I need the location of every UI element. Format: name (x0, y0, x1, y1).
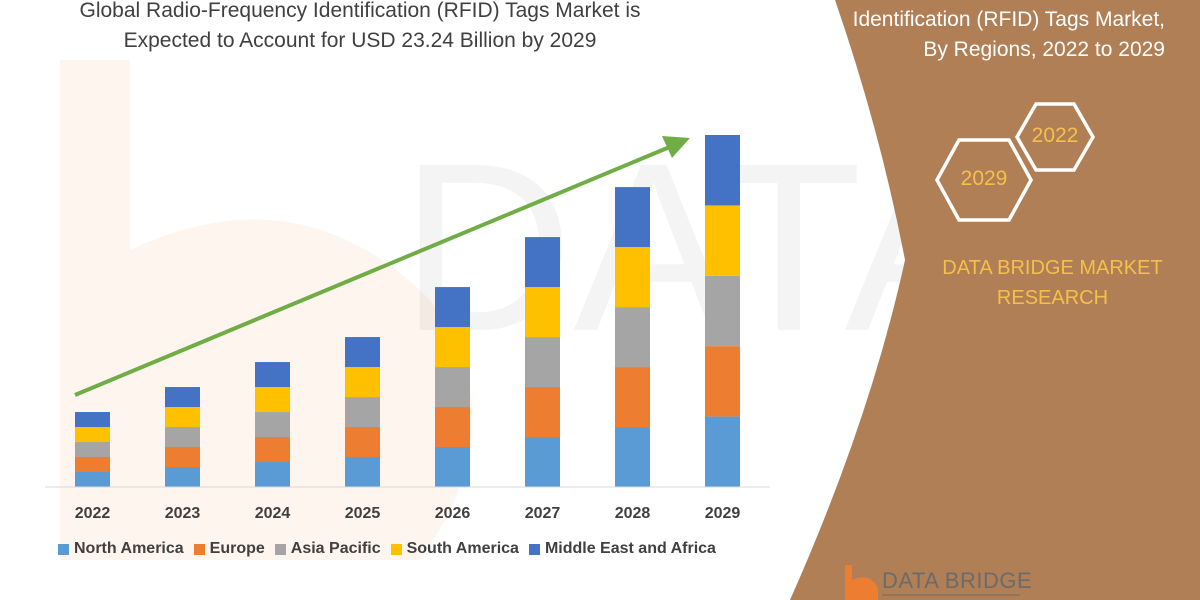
bar-segment-2028-1 (615, 367, 650, 428)
x-tick-label: 2027 (525, 505, 561, 522)
legend-label: Europe (209, 540, 265, 557)
bar-segment-2028-2 (615, 307, 650, 368)
bar-segment-2027-0 (525, 437, 560, 487)
x-tick-label: 2028 (615, 505, 651, 522)
side-panel (790, 0, 1200, 600)
bar-segment-2027-2 (525, 337, 560, 388)
bar-segment-2022-4 (75, 412, 110, 428)
bar-segment-2024-4 (255, 362, 290, 388)
bar-segment-2029-4 (705, 135, 740, 206)
bar-segment-2024-3 (255, 387, 290, 413)
bar-segment-2023-1 (165, 447, 200, 468)
bar-segment-2024-0 (255, 462, 290, 487)
bar-segment-2022-1 (75, 457, 110, 473)
panel-title-line1: Identification (RFID) Tags Market, (852, 8, 1165, 31)
bar-segment-2029-1 (705, 346, 740, 417)
x-tick-label: 2026 (435, 505, 471, 522)
trend-arrow (74, 144, 673, 397)
bar-segment-2027-4 (525, 237, 560, 288)
x-tick-label: 2029 (705, 505, 741, 522)
legend-label: South America (406, 540, 519, 557)
bar-segment-2025-3 (345, 367, 380, 398)
bar-segment-2025-4 (345, 337, 380, 368)
bar-segment-2027-3 (525, 287, 560, 338)
legend-item: Asia Pacific (274, 540, 381, 558)
hex-2022 (1014, 102, 1096, 172)
legend-swatch (193, 543, 205, 555)
bar-segment-2022-0 (75, 472, 110, 487)
bar-segment-2028-3 (615, 247, 650, 308)
bar-segment-2029-0 (705, 416, 740, 487)
panel-title-line2: By Regions, 2022 to 2029 (923, 38, 1165, 61)
bar-segment-2026-3 (435, 327, 470, 368)
legend-item: North America (58, 540, 184, 558)
bar-segment-2023-3 (165, 407, 200, 428)
x-tick-label: 2024 (255, 505, 291, 522)
bar-segment-2029-3 (705, 205, 740, 276)
legend-swatch (390, 543, 402, 555)
bar-segment-2025-2 (345, 397, 380, 428)
bar-segment-2022-3 (75, 427, 110, 443)
brand-line1: DATA BRIDGE MARKET (942, 257, 1163, 279)
bar-segment-2026-2 (435, 367, 470, 408)
legend-swatch (528, 543, 540, 555)
bar-segment-2029-2 (705, 275, 740, 347)
hex-2029 (935, 138, 1033, 222)
bar-segment-2023-0 (165, 467, 200, 487)
legend-item: Europe (193, 540, 265, 558)
trend-arrow-head (662, 136, 690, 158)
legend-item: South America (390, 540, 519, 558)
bar-segment-2028-0 (615, 427, 650, 487)
chart-title-line1: Global Radio-Frequency Identification (R… (79, 0, 641, 22)
bar-segment-2022-2 (75, 442, 110, 458)
logo-text: DATA BRIDGE (882, 568, 1033, 593)
legend-swatch (58, 543, 69, 555)
bar-segment-2026-0 (435, 447, 470, 487)
legend-label: Asia Pacific (290, 540, 381, 557)
hex-label-2022: 2022 (1031, 124, 1079, 147)
legend-item: Middle East and Africa (528, 540, 716, 558)
bar-segment-2025-1 (345, 427, 380, 458)
bar-segment-2025-0 (345, 457, 380, 487)
hex-label-2029: 2029 (960, 167, 1008, 190)
legend-swatch (274, 543, 286, 555)
chart-title-line2: Expected to Account for USD 23.24 Billio… (123, 29, 597, 52)
bar-segment-2024-1 (255, 437, 290, 463)
bar-segment-2026-4 (435, 287, 470, 328)
x-tick-label: 2025 (345, 505, 381, 522)
bar-segment-2028-4 (615, 187, 650, 248)
legend-label: North America (74, 540, 184, 557)
x-tick-label: 2022 (75, 505, 111, 522)
stacked-bar-chart: 2022 2023 2024 2025 2026 2027 2028 2029 (45, 135, 770, 522)
chart-legend: North America Europe Asia Pacific South Ame… (58, 540, 716, 558)
bar-segment-2023-2 (165, 427, 200, 448)
logo-mark (845, 565, 878, 600)
bar-segment-2023-4 (165, 387, 200, 408)
brand-line2: RESEARCH (996, 287, 1109, 309)
x-tick-label: 2023 (165, 505, 201, 522)
bar-segment-2027-1 (525, 387, 560, 438)
bar-segment-2026-1 (435, 407, 470, 448)
bar-segment-2024-2 (255, 412, 290, 438)
legend-label: Middle East and Africa (544, 540, 716, 557)
